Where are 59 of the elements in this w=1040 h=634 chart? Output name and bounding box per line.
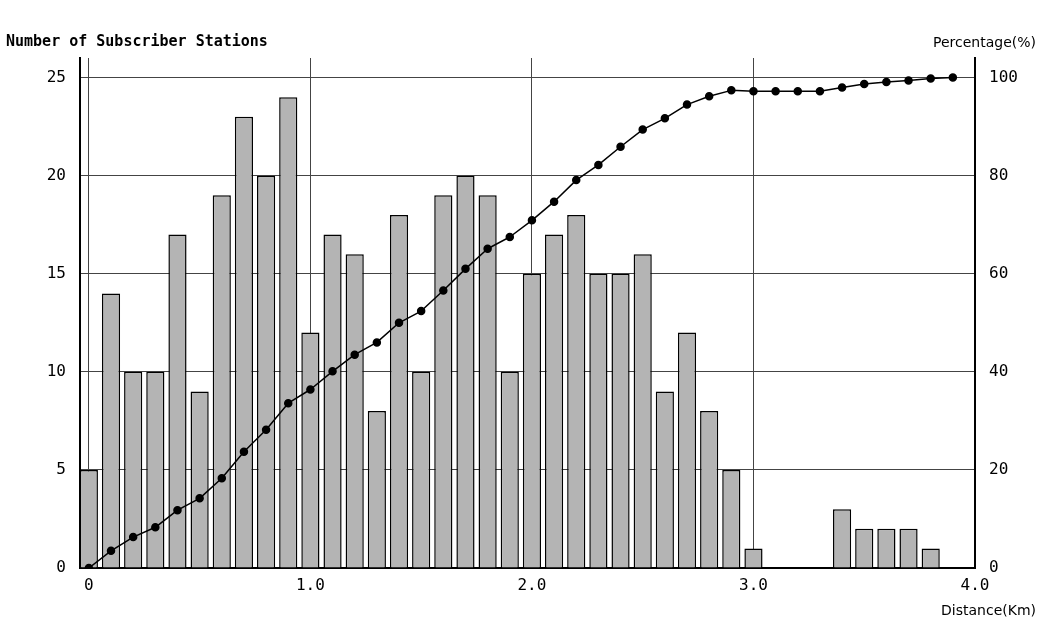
point — [217, 474, 227, 483]
y2-tick-label: 100 — [989, 66, 1018, 86]
point — [749, 87, 758, 96]
point — [328, 367, 337, 376]
x-axis-title: Distance(Km) — [941, 601, 1036, 618]
point — [704, 92, 714, 101]
point — [771, 87, 780, 96]
x-tick-label: 0 — [84, 574, 94, 594]
x-tick-label: 4.0 — [960, 574, 990, 594]
point — [283, 398, 293, 408]
y-tick-label: 5 — [56, 459, 66, 479]
y2-tick-label: 40 — [989, 361, 1009, 380]
point — [239, 447, 249, 457]
point — [859, 79, 869, 89]
y-tick-label: 20 — [46, 164, 66, 184]
x-tick-label: 2.0 — [517, 574, 547, 594]
point — [416, 306, 426, 316]
y-axis-title: Number of Subscriber Stations — [6, 32, 268, 51]
point — [638, 125, 647, 134]
y2-tick-label: 20 — [989, 459, 1009, 479]
point — [882, 77, 891, 87]
point — [527, 216, 537, 225]
y2-tick-label: 60 — [989, 262, 1009, 282]
point — [372, 338, 382, 347]
point — [549, 197, 559, 206]
y-tick-label: 10 — [46, 361, 66, 380]
y-tick-label: 0 — [56, 557, 66, 577]
point — [483, 244, 492, 254]
point — [439, 286, 448, 295]
point — [926, 74, 935, 83]
y2-axis-title: Percentage(%) — [933, 33, 1036, 50]
y-tick-label: 25 — [46, 66, 66, 86]
point — [815, 87, 825, 96]
point — [616, 142, 625, 152]
point — [571, 175, 581, 185]
point — [948, 73, 958, 82]
y-tick-label: 15 — [46, 262, 66, 282]
y2-tick-label: 80 — [989, 164, 1009, 184]
point — [837, 83, 847, 92]
point — [727, 86, 736, 95]
point — [350, 350, 359, 359]
point — [793, 87, 803, 96]
point — [594, 160, 603, 170]
point — [306, 385, 315, 394]
point — [461, 264, 470, 274]
point — [505, 232, 515, 242]
x-tick-label: 3.0 — [739, 574, 768, 594]
point — [195, 494, 204, 503]
point — [173, 505, 182, 515]
point — [660, 114, 670, 123]
point — [394, 318, 404, 328]
point — [682, 100, 692, 109]
x-tick-label: 1.0 — [295, 574, 325, 594]
point — [128, 532, 138, 542]
point — [261, 425, 271, 434]
point — [106, 546, 116, 556]
y2-tick-label: 0 — [989, 557, 999, 577]
point — [151, 523, 160, 532]
point — [904, 76, 913, 85]
